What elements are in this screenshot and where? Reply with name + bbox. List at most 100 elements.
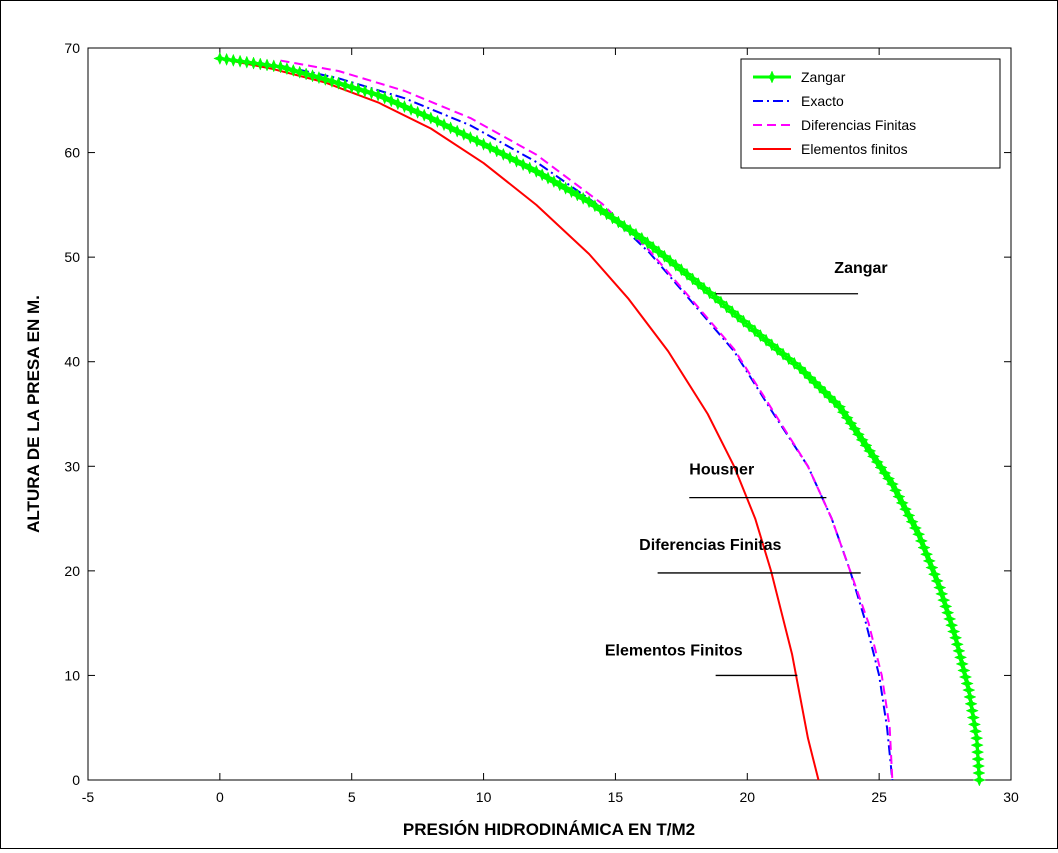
data-point-zangar — [635, 231, 649, 245]
data-point-zangar — [640, 236, 655, 250]
data-point-zangar — [424, 111, 438, 125]
data-point-zangar — [611, 215, 626, 229]
data-point-zangar — [753, 328, 768, 343]
data-point-zangar — [391, 97, 405, 111]
data-point-zangar — [219, 52, 234, 67]
x-tick-label: 30 — [1003, 789, 1019, 805]
data-point-zangar — [669, 258, 683, 272]
data-point-zangar — [972, 773, 986, 787]
data-point-zangar — [582, 195, 596, 209]
data-point-zangar — [345, 80, 359, 94]
data-point-zangar — [325, 74, 339, 88]
data-point-zangar — [558, 181, 573, 195]
data-point-zangar — [731, 309, 745, 324]
data-point-zangar — [371, 88, 385, 102]
data-point-zangar — [818, 385, 832, 399]
data-point-zangar — [588, 199, 602, 213]
data-point-zangar — [260, 58, 274, 72]
data-point-zangar — [430, 114, 445, 128]
data-point-zangar — [742, 319, 756, 333]
data-point-zangar — [594, 203, 608, 217]
series-group — [213, 51, 986, 787]
data-point-zangar — [273, 60, 288, 74]
data-point-zangar — [691, 276, 705, 291]
y-tick-label: 10 — [64, 667, 80, 683]
legend-label-exacto: Exacto — [801, 93, 844, 109]
data-point-zangar — [646, 240, 660, 254]
data-point-zangar — [516, 157, 530, 172]
data-point-zangar — [576, 191, 590, 205]
y-tick-label: 60 — [64, 145, 80, 161]
data-point-zangar — [529, 164, 543, 179]
legend-label-elementos-finitos: Elementos finitos — [801, 141, 908, 157]
data-point-zangar — [674, 263, 689, 277]
data-point-zangar — [293, 65, 307, 79]
data-point-zangar — [213, 51, 227, 66]
data-point-zangar — [476, 137, 491, 151]
data-point-zangar — [358, 84, 372, 98]
data-point-zangar — [253, 57, 267, 71]
data-point-zangar — [364, 86, 379, 100]
data-point-zangar — [312, 70, 326, 85]
data-point-zangar — [657, 249, 672, 263]
data-point-zangar — [417, 108, 431, 122]
data-point-zangar — [378, 91, 392, 105]
annotation-label: Housner — [689, 462, 754, 479]
data-point-zangar — [503, 151, 517, 165]
data-point-zangar — [351, 82, 365, 96]
data-point-zangar — [233, 54, 247, 68]
data-point-zangar — [267, 59, 281, 73]
data-point-zangar — [286, 63, 300, 78]
legend-marker-zangar — [765, 70, 779, 84]
data-point-zangar — [748, 324, 762, 338]
data-point-zangar — [299, 67, 313, 81]
data-point-zangar — [553, 178, 567, 192]
x-tick-label: 0 — [216, 789, 224, 805]
data-point-zangar — [397, 99, 412, 114]
x-tick-label: 10 — [476, 789, 492, 805]
data-point-zangar — [714, 295, 728, 309]
data-point-zangar — [541, 171, 555, 185]
legend-label-zangar: Zangar — [801, 69, 846, 85]
data-point-zangar — [823, 390, 837, 404]
data-point-zangar — [680, 267, 694, 281]
y-tick-label: 30 — [64, 458, 80, 474]
data-point-zangar — [782, 352, 796, 366]
data-point-zangar — [765, 338, 779, 352]
data-point-zangar — [457, 127, 471, 142]
data-point-zangar — [736, 314, 751, 328]
data-point-zangar — [547, 174, 561, 189]
plot-area — [87, 47, 1012, 781]
data-point-zangar — [803, 371, 817, 385]
y-tick-label: 40 — [64, 354, 80, 370]
data-point-zangar — [708, 290, 722, 305]
data-point-zangar — [827, 395, 842, 409]
data-point-zangar — [793, 361, 807, 375]
annotations: Zangar Housner Diferencias Finitas Elemento… — [605, 260, 888, 677]
annotation-label: Elementos Finitos — [605, 643, 743, 660]
annotation-label: Zangar — [834, 260, 887, 277]
data-point-zangar — [686, 272, 700, 286]
data-point-zangar — [605, 211, 620, 225]
data-point-zangar — [470, 134, 484, 148]
x-tick-label: -5 — [82, 789, 95, 805]
annotation-label: Diferencias Finitas — [639, 537, 781, 554]
data-point-zangar — [787, 356, 802, 371]
data-point-zangar — [570, 188, 584, 202]
data-point-zangar — [246, 56, 261, 70]
data-point-zangar — [280, 61, 294, 76]
y-axis-label: ALTURA DE LA PRESA EN M. — [24, 295, 43, 533]
data-point-zangar — [437, 117, 451, 132]
y-tick-label: 0 — [72, 772, 80, 788]
x-axis-label: PRESIÓN HIDRODINÁMICA EN T/M2 — [403, 820, 695, 839]
data-point-zangar — [770, 342, 785, 357]
data-point-zangar — [523, 161, 537, 175]
legend: Zangar Exacto Diferencias Finitas Elementos… — [740, 58, 1001, 169]
data-point-zangar — [305, 69, 320, 83]
data-point-zangar — [629, 227, 643, 241]
data-point-zangar — [496, 147, 510, 162]
data-point-zangar — [509, 154, 524, 168]
data-point-zangar — [410, 105, 425, 119]
legend-label-diferencias-finitas: Diferencias Finitas — [801, 117, 916, 133]
